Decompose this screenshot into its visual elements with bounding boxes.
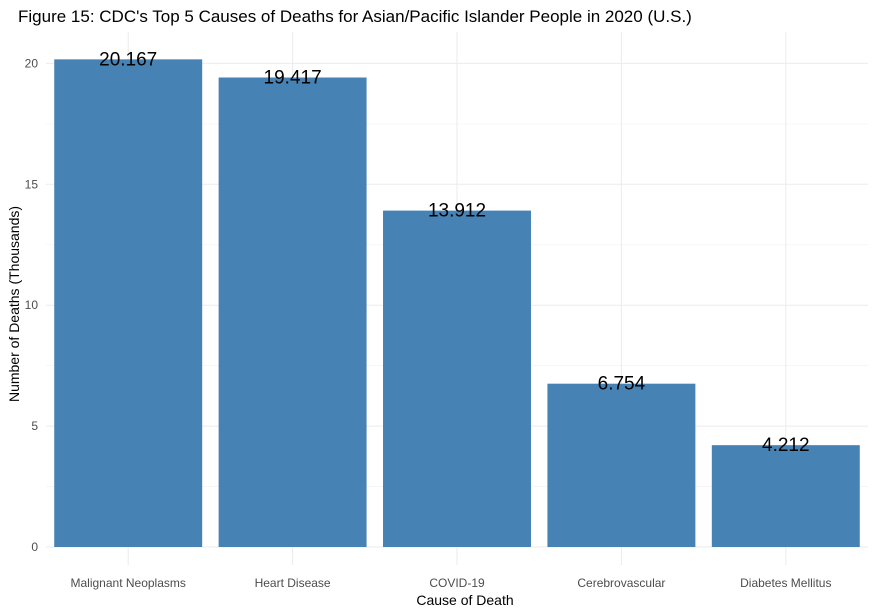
bar [218,77,367,547]
bar [54,59,203,547]
chart-title: Figure 15: CDC's Top 5 Causes of Deaths … [18,7,692,26]
data-label: 20.167 [99,49,157,70]
x-tick-label: Diabetes Mellitus [740,576,831,590]
x-tick-label: Cerebrovascular [577,576,665,590]
y-tick-label: 20 [25,56,39,70]
data-label: 6.754 [598,374,646,395]
x-tick-layer: Malignant Neoplasms Heart Disease COVID-19… [71,576,832,590]
y-tick-label: 5 [31,419,38,433]
data-label: 4.212 [762,435,810,456]
y-tick-layer: 0 5 10 15 20 [25,56,39,554]
data-label-layer: 20.167 19.417 13.912 6.754 4.212 [99,49,809,456]
bar [547,383,696,547]
bar-layer [54,59,860,547]
x-tick-label: Heart Disease [255,576,331,590]
data-label: 13.912 [428,201,486,222]
data-label: 19.417 [264,67,322,88]
bar [711,445,860,547]
bar [383,210,531,547]
y-tick-label: 10 [25,298,39,312]
x-tick-label: COVID-19 [429,576,485,590]
y-tick-label: 0 [31,540,38,554]
x-tick-label: Malignant Neoplasms [71,576,186,590]
y-tick-label: 15 [25,177,39,191]
y-axis-title: Number of Deaths (Thousands) [6,206,22,402]
x-axis-title: Cause of Death [416,592,513,608]
